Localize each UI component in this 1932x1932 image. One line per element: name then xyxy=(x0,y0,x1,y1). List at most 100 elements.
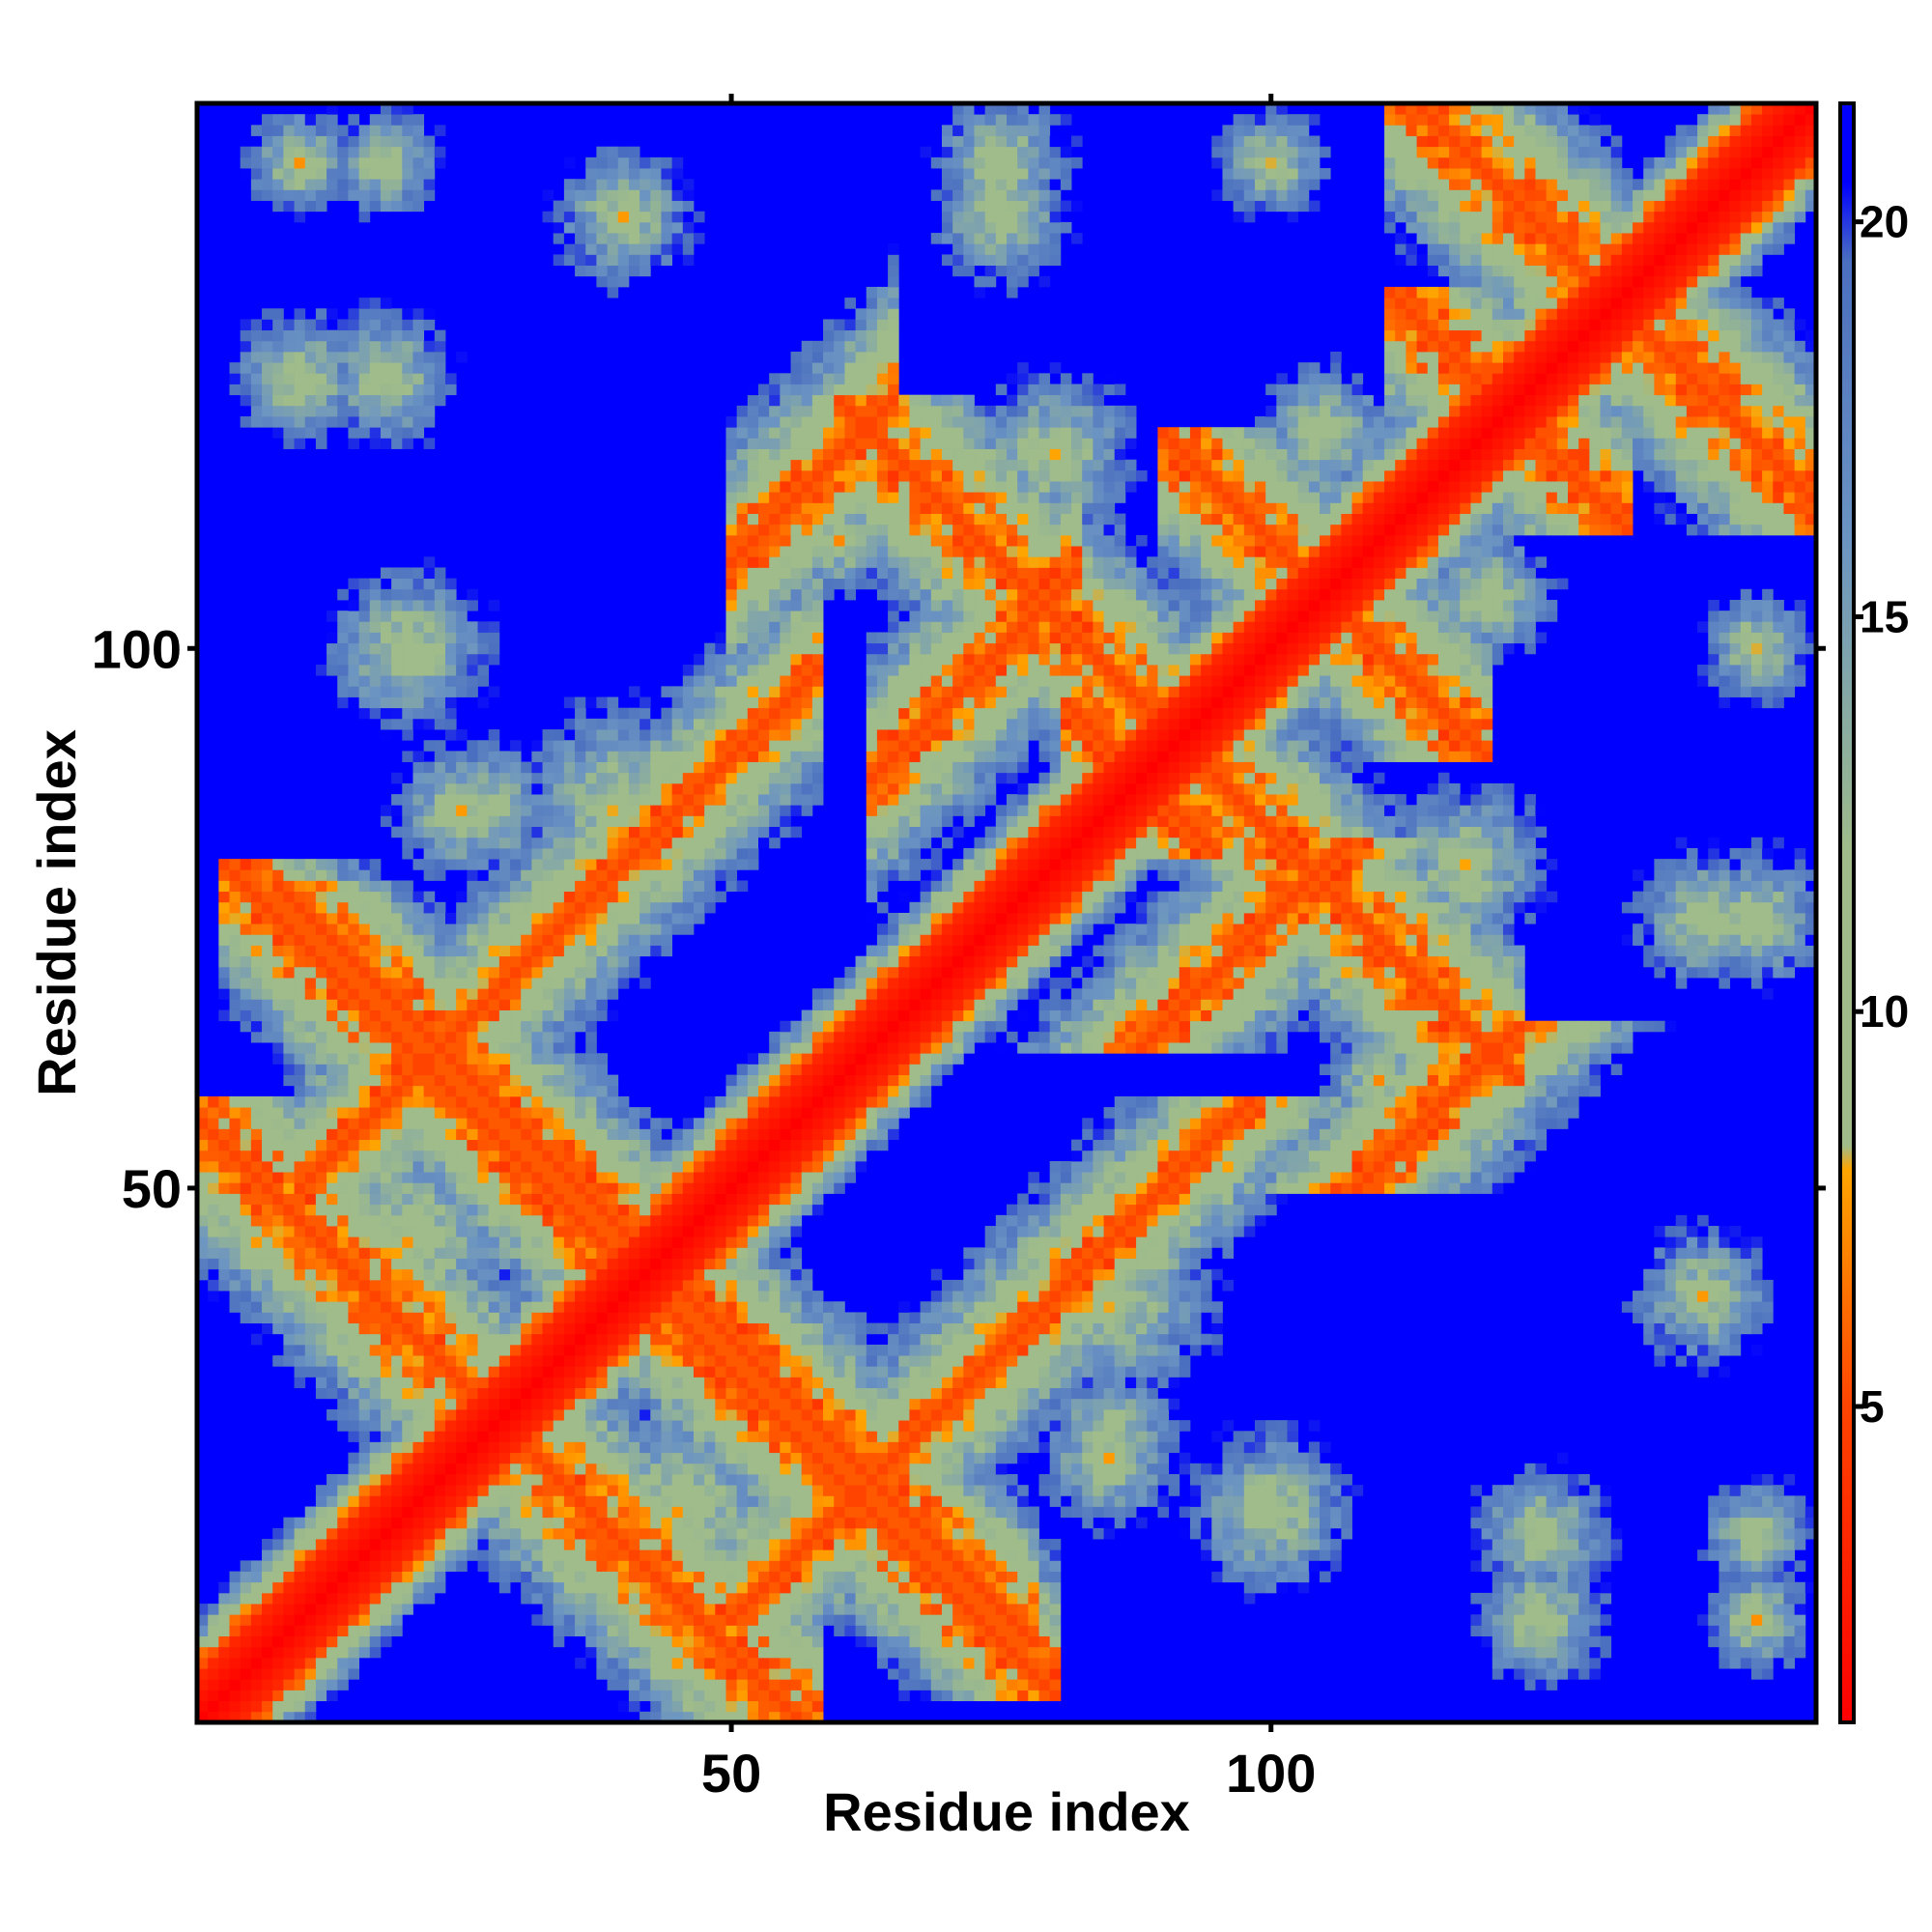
heatmap-cell xyxy=(725,427,737,439)
heatmap-cell xyxy=(564,1549,576,1561)
heatmap-cell xyxy=(445,579,457,590)
heatmap-cell xyxy=(370,1377,382,1388)
heatmap-cell xyxy=(359,416,371,428)
heatmap-cell xyxy=(445,794,457,806)
heatmap-cell xyxy=(305,913,317,924)
heatmap-cell xyxy=(489,892,500,903)
heatmap-cell xyxy=(683,1549,695,1561)
heatmap-cell xyxy=(316,1647,327,1659)
heatmap-cell xyxy=(596,988,608,1000)
heatmap-cell xyxy=(359,1075,371,1087)
heatmap-cell xyxy=(316,1334,327,1346)
heatmap-cell xyxy=(650,1690,662,1701)
heatmap-cell xyxy=(629,1485,640,1496)
heatmap-cell xyxy=(327,1636,338,1648)
heatmap-cell xyxy=(208,1161,219,1173)
heatmap-cell xyxy=(758,1301,770,1313)
heatmap-cell xyxy=(402,923,413,935)
heatmap-cell xyxy=(467,859,478,870)
heatmap-cell xyxy=(704,794,716,806)
heatmap-cell xyxy=(725,502,737,514)
heatmap-cell xyxy=(629,838,640,849)
heatmap-cell xyxy=(208,1604,219,1615)
heatmap-cell xyxy=(327,956,338,968)
heatmap-cell xyxy=(554,222,565,234)
heatmap-cell xyxy=(725,815,737,827)
heatmap-cell xyxy=(521,967,532,979)
heatmap-cell xyxy=(359,708,371,720)
heatmap-cell xyxy=(391,708,403,720)
heatmap-cell xyxy=(445,1474,457,1486)
heatmap-cell xyxy=(543,1518,554,1529)
heatmap-cell xyxy=(737,1182,749,1194)
heatmap-cell xyxy=(531,1107,543,1119)
heatmap-cell xyxy=(456,1463,468,1475)
heatmap-cell xyxy=(629,243,640,255)
heatmap-cell xyxy=(295,1291,306,1302)
heatmap-cell xyxy=(629,1441,640,1453)
heatmap-cell xyxy=(218,1658,230,1669)
heatmap-cell xyxy=(445,611,457,622)
heatmap-cell xyxy=(585,1096,597,1108)
heatmap-cell xyxy=(348,675,359,687)
heatmap-cell xyxy=(359,1399,371,1410)
heatmap-cell xyxy=(370,611,382,622)
heatmap-cell xyxy=(639,1636,651,1648)
heatmap-cell xyxy=(521,1474,532,1486)
heatmap-cell xyxy=(283,1042,295,1054)
heatmap-cell xyxy=(715,1236,726,1248)
heatmap-cell xyxy=(639,1194,651,1206)
heatmap-cell xyxy=(251,999,263,1010)
heatmap-cell xyxy=(629,147,640,158)
heatmap-cell xyxy=(758,492,770,503)
heatmap-cell xyxy=(435,827,446,838)
heatmap-cell xyxy=(758,1420,770,1432)
heatmap-cell xyxy=(629,1247,640,1259)
heatmap-cell xyxy=(521,934,532,946)
heatmap-cell xyxy=(543,1399,554,1410)
heatmap-cell xyxy=(769,1668,781,1680)
heatmap-cell xyxy=(283,1593,295,1605)
heatmap-cell xyxy=(639,1355,651,1367)
heatmap-cell xyxy=(262,308,273,320)
heatmap-cell xyxy=(489,1323,500,1335)
heatmap-cell xyxy=(370,1345,382,1356)
heatmap-cell xyxy=(391,794,403,806)
heatmap-cell xyxy=(359,1161,371,1173)
heatmap-cells xyxy=(197,103,1816,1722)
heatmap-cell xyxy=(639,1334,651,1346)
heatmap-cell xyxy=(348,1388,359,1400)
heatmap-cell xyxy=(370,1215,382,1227)
heatmap-cell xyxy=(629,1334,640,1346)
heatmap-cell xyxy=(424,1539,436,1550)
heatmap-cell xyxy=(543,1528,554,1540)
heatmap-cell xyxy=(564,859,576,870)
heatmap-cell xyxy=(704,762,716,774)
heatmap-cell xyxy=(327,1495,338,1507)
heatmap-cell xyxy=(316,308,327,320)
heatmap-cell xyxy=(608,266,619,277)
heatmap-cell xyxy=(251,1269,263,1281)
heatmap-cell xyxy=(683,773,695,784)
heatmap-cell xyxy=(337,697,349,709)
heatmap-cell xyxy=(521,1086,532,1097)
heatmap-cell xyxy=(445,1236,457,1248)
heatmap-cell xyxy=(510,1280,522,1292)
heatmap-cell xyxy=(661,1280,672,1292)
heatmap-cell xyxy=(737,1064,749,1075)
heatmap-cell xyxy=(241,934,252,946)
heatmap-cell xyxy=(283,1679,295,1690)
heatmap-cell xyxy=(445,665,457,676)
heatmap-cell xyxy=(208,1647,219,1659)
heatmap-cell xyxy=(456,1420,468,1432)
heatmap-cell xyxy=(510,859,522,870)
heatmap-cell xyxy=(564,783,576,795)
heatmap-cell xyxy=(370,934,382,946)
heatmap-cell xyxy=(424,1161,436,1173)
heatmap-cell xyxy=(683,1614,695,1626)
heatmap-cell xyxy=(672,1226,684,1237)
heatmap-cell xyxy=(715,1679,726,1690)
heatmap-cell xyxy=(608,708,619,720)
heatmap-cell xyxy=(359,373,371,384)
heatmap-cell xyxy=(531,1128,543,1140)
